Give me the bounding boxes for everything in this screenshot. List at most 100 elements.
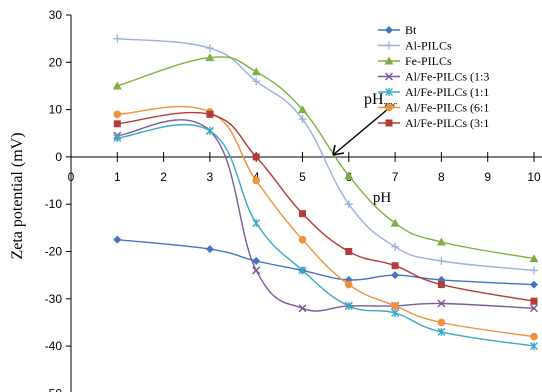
legend-item: Al/Fe-PILCs (1:3	[378, 70, 489, 84]
y-tick-label: 10	[49, 103, 63, 117]
series-2	[113, 34, 538, 275]
x-tick-label: 0	[68, 170, 75, 184]
y-tick-label: 0	[55, 150, 62, 164]
legend-marker	[385, 88, 393, 96]
data-point	[345, 248, 353, 255]
data-point	[252, 176, 260, 185]
data-point	[437, 299, 446, 308]
x-tick-label: 3	[207, 170, 214, 184]
legend-marker	[384, 72, 394, 81]
axes	[70, 15, 542, 392]
data-point	[391, 271, 400, 280]
pHzpc-arrowhead	[332, 144, 345, 156]
y-tick-label: -30	[45, 292, 63, 306]
data-point	[437, 318, 446, 327]
legend-marker	[384, 56, 394, 65]
y-tick-label: -50	[45, 386, 63, 392]
data-point	[252, 256, 261, 265]
data-point	[530, 266, 538, 275]
data-point	[205, 53, 215, 62]
data-point	[252, 219, 261, 228]
legend-label: Al/Fe-PILCs (6:1	[405, 101, 489, 115]
data-point	[391, 308, 400, 317]
data-point	[530, 342, 538, 351]
x-tick-label: 9	[484, 170, 491, 184]
data-point	[390, 218, 400, 227]
series-layer	[112, 34, 539, 351]
y-tick-label: -10	[45, 197, 63, 211]
data-point	[391, 302, 399, 310]
pHzpc-arrow	[332, 108, 389, 156]
data-point	[436, 237, 446, 246]
x-tick-label: 7	[392, 170, 399, 184]
legend-marker	[385, 41, 393, 50]
pHzpc-label-main: pH	[364, 91, 384, 108]
data-point	[437, 281, 445, 289]
data-point	[298, 105, 307, 114]
data-point	[437, 256, 446, 265]
data-point	[298, 115, 307, 124]
data-point	[345, 280, 353, 289]
data-point	[298, 235, 307, 244]
data-point	[112, 81, 122, 90]
data-point	[252, 153, 260, 161]
y-tick-label: 30	[49, 8, 63, 22]
data-point	[530, 332, 538, 341]
data-point	[344, 171, 354, 180]
data-point	[205, 126, 214, 135]
legend-marker	[385, 119, 393, 127]
x-tick-label: 8	[438, 170, 445, 184]
legend-marker	[385, 103, 393, 112]
data-point	[205, 44, 214, 53]
legend-label: Al/Fe-PILCs (1:3	[405, 70, 489, 84]
legend-item: Al-PILCs	[378, 39, 452, 53]
y-tick-label: 20	[49, 55, 63, 69]
data-point	[530, 297, 538, 305]
data-point	[437, 327, 446, 336]
y-tick-label: -20	[45, 245, 63, 259]
data-point	[344, 200, 353, 209]
legend-label: Fe-PILCs	[405, 54, 452, 68]
data-point	[391, 242, 400, 251]
data-point	[529, 304, 539, 313]
legend-item: Al/Fe-PILCs (6:1	[378, 101, 489, 115]
data-point	[113, 34, 122, 43]
data-point	[252, 266, 261, 275]
y-axis-label: Zeta potential (mV)	[9, 132, 26, 259]
data-point	[391, 262, 399, 270]
data-point	[113, 235, 122, 244]
legend-label: Al-PILCs	[405, 39, 452, 53]
y-ticks: 30 20 10 0 -10 -20 -30 -40 -50	[45, 8, 71, 392]
x-tick-label: 2	[160, 170, 167, 184]
data-point	[113, 110, 122, 119]
data-point	[206, 110, 214, 118]
series-3	[112, 53, 539, 263]
series-7	[113, 110, 538, 305]
x-tick-label: 5	[299, 170, 306, 184]
x-tick-label: 1	[114, 170, 121, 184]
legend-label: Al/Fe-PILCs (3:1	[405, 116, 489, 130]
data-point	[252, 77, 261, 86]
data-point	[113, 133, 122, 142]
legend-label: Bt	[405, 23, 417, 37]
data-point	[529, 254, 539, 263]
data-point	[530, 280, 538, 289]
legend-item: Al/Fe-PILCs (1:1	[378, 85, 489, 99]
x-tick-label: 10	[527, 170, 541, 184]
data-point	[298, 304, 307, 313]
series-5	[113, 123, 538, 351]
x-axis-label: pH	[373, 190, 392, 206]
data-point	[251, 67, 261, 76]
data-point	[299, 210, 306, 218]
legend-item: Fe-PILCs	[378, 54, 452, 68]
data-point	[298, 266, 307, 275]
y-tick-label: -40	[45, 339, 63, 353]
legend-label: Al/Fe-PILCs (1:1	[405, 85, 489, 99]
data-point	[344, 301, 353, 310]
legend-item: Bt	[378, 23, 417, 37]
legend-marker	[385, 26, 393, 34]
data-point	[205, 245, 214, 254]
